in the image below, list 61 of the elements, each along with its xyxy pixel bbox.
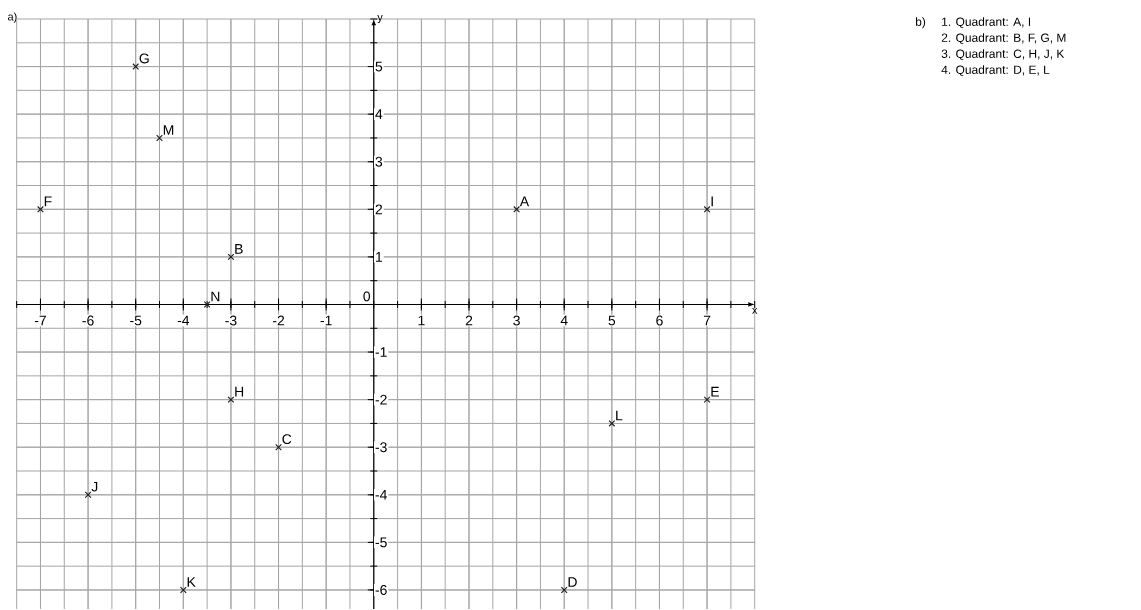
point: [560, 586, 568, 594]
data-label: B: [235, 244, 243, 254]
data-label: A: [519, 196, 530, 207]
y-tick-label: 3: [375, 156, 383, 167]
x-tick-label: -5: [130, 315, 142, 326]
y-tick-label: 5: [375, 61, 383, 72]
y-tick-label: 1: [376, 252, 383, 262]
point: [84, 491, 92, 499]
point: [703, 396, 711, 404]
y-tick-label: -4: [375, 490, 387, 500]
data-label: N: [211, 291, 220, 302]
x-tick-label: 7: [703, 315, 711, 326]
point: [608, 420, 616, 427]
point: [132, 63, 140, 71]
text: 3. Quadrant: C, H, J, K: [941, 49, 1065, 61]
data-label: F: [44, 196, 52, 207]
x-tick-label: -3: [225, 315, 237, 326]
data-label: K: [187, 577, 196, 587]
y-tick-label: 2: [375, 204, 383, 215]
point: [179, 586, 187, 594]
point: [703, 206, 711, 213]
x-tick-label: 5: [608, 315, 616, 326]
text: 4. Quadrant: D, E, L: [941, 65, 1050, 77]
x-axis-title: x: [752, 308, 758, 314]
x-tick-label: -2: [272, 315, 285, 326]
point: [156, 134, 163, 142]
point: [227, 253, 235, 261]
text: b): [915, 17, 926, 29]
data-label: H: [235, 387, 244, 397]
text: 1. Quadrant: A, I: [942, 17, 1031, 29]
y-tick-label: -1: [375, 347, 387, 358]
data-label: L: [616, 410, 623, 421]
y-axis-title: y: [377, 15, 383, 24]
point: [275, 444, 282, 451]
data-label: C: [282, 434, 292, 445]
x-tick-label: 1: [418, 315, 425, 326]
x-tick-label: 2: [465, 315, 473, 326]
chart-title: a): [7, 12, 17, 23]
annotation: 0: [363, 291, 371, 302]
x-tick-label: -1: [320, 315, 332, 326]
data-label: I: [711, 196, 713, 207]
x-tick-label: -4: [177, 315, 190, 326]
point: [227, 396, 235, 404]
x-tick-label: 3: [513, 315, 520, 326]
text: 2. Quadrant: B, F, G, M: [941, 33, 1066, 45]
y-tick-label: -3: [375, 442, 387, 453]
x-tick-label: -7: [34, 315, 46, 326]
y-tick-label: -5: [375, 537, 387, 548]
x-tick-label: 6: [656, 315, 663, 326]
y-tick-label: -2: [375, 394, 387, 405]
data-label: M: [163, 125, 174, 135]
point: [203, 301, 211, 309]
data-label: D: [568, 577, 577, 587]
y-tick-label: -6: [375, 585, 387, 596]
y-tick-label: 4: [375, 109, 383, 120]
data-label: J: [91, 482, 98, 492]
point: [37, 206, 44, 213]
x-tick-label: 4: [560, 315, 568, 326]
data-label: G: [139, 53, 149, 64]
x-tick-label: -6: [82, 315, 94, 326]
data-label: E: [711, 387, 719, 397]
